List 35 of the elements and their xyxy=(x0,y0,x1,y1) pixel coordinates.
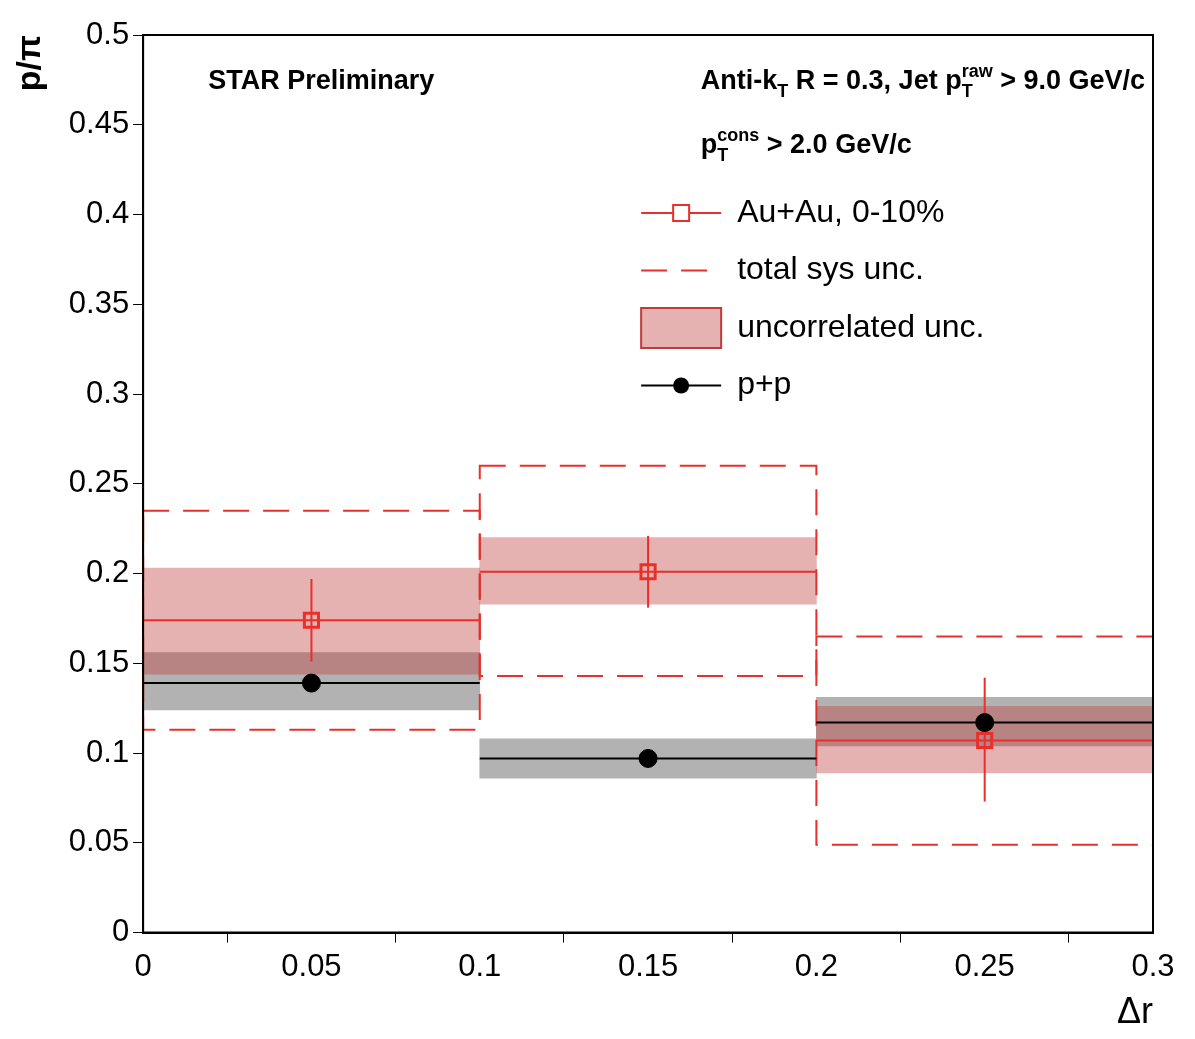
x-tick-label: 0.05 xyxy=(281,947,342,983)
y-tick-label: 0.2 xyxy=(86,554,130,590)
x-axis-title: Δr xyxy=(1116,990,1153,1032)
y-tick-label: 0 xyxy=(111,913,130,949)
legend-label: uncorrelated unc. xyxy=(737,307,985,344)
x-tick-label: 0 xyxy=(134,947,152,983)
legend-label: total sys unc. xyxy=(737,250,924,287)
y-axis-title: p/π xyxy=(8,35,47,92)
bar xyxy=(479,537,817,605)
legend-label: Au+Au, 0-10% xyxy=(737,192,945,229)
point xyxy=(639,563,657,581)
y-tick-label: 0.05 xyxy=(68,823,130,859)
bar xyxy=(143,567,481,675)
point xyxy=(638,748,658,768)
point xyxy=(976,731,994,750)
x-tick-label: 0.2 xyxy=(794,947,838,983)
y-tick-label: 0.45 xyxy=(68,105,130,141)
x-tick-label: 0.25 xyxy=(954,947,1015,983)
y-tick-label: 0.5 xyxy=(86,15,130,51)
annotation: STAR Preliminary xyxy=(208,65,435,95)
point xyxy=(975,713,995,733)
point xyxy=(302,611,321,629)
y-tick-label: 0.4 xyxy=(86,195,130,231)
legend-label: p+p xyxy=(737,365,792,402)
x-tick-label: 0.1 xyxy=(458,947,502,983)
y-tick-label: 0.3 xyxy=(86,374,130,410)
point xyxy=(301,673,321,693)
y-tick-label: 0.25 xyxy=(68,464,130,500)
y-tick-label: 0.1 xyxy=(86,733,130,769)
bar xyxy=(143,652,481,711)
x-tick-label: 0.15 xyxy=(617,947,679,983)
bar xyxy=(816,706,1153,774)
x-tick-label: 0.3 xyxy=(1131,947,1175,983)
y-tick-label: 0.15 xyxy=(68,643,130,679)
y-tick-label: 0.35 xyxy=(68,284,130,320)
